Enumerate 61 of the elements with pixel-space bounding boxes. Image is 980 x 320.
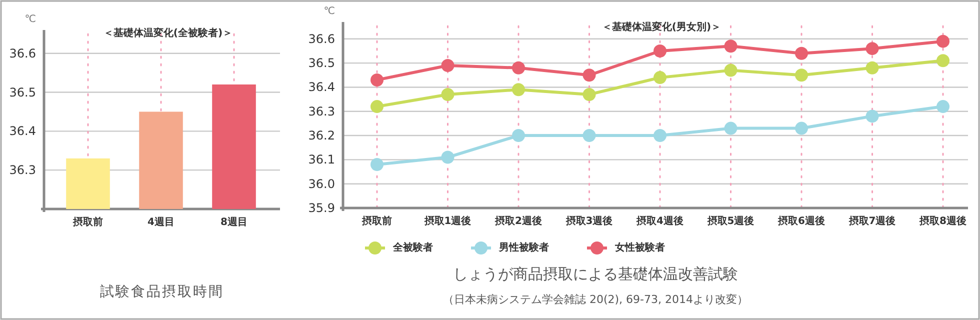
point <box>936 100 950 114</box>
point <box>582 88 596 101</box>
y-tick-label: 36.4 <box>9 124 36 138</box>
legend-label: 男性被験者 <box>498 242 549 254</box>
chart-title: ＜基礎体温変化(全被験者)＞ <box>103 27 233 39</box>
point <box>512 129 525 142</box>
x-tick-label: 摂取前 <box>72 216 103 228</box>
y-tick-label: 36.5 <box>9 85 36 100</box>
x-tick-label: 摂取5週後 <box>706 215 754 227</box>
point <box>866 42 879 56</box>
point <box>370 100 384 114</box>
x-tick-label: 摂取1週後 <box>423 215 472 227</box>
y-axis-title: ℃ <box>324 6 335 17</box>
chart-title: ＜基礎体温変化(男女別)＞ <box>602 21 722 33</box>
point <box>654 44 666 58</box>
legend-label: 全被験者 <box>392 242 433 254</box>
point <box>866 110 879 123</box>
point <box>795 46 808 60</box>
x-tick-label: 摂取4週後 <box>636 215 684 227</box>
x-tick-label: 摂取2週後 <box>494 215 542 227</box>
point <box>724 40 738 53</box>
point <box>512 61 525 74</box>
y-tick-label: 36.4 <box>308 80 335 94</box>
x-tick-label: 8週目 <box>220 216 248 228</box>
point <box>582 129 596 142</box>
point <box>795 122 808 135</box>
point <box>724 64 738 77</box>
point <box>866 61 879 74</box>
x-tick-label: 摂取6週後 <box>777 215 825 227</box>
y-tick-label: 36.6 <box>308 32 335 46</box>
y-tick-label: 36.6 <box>9 46 36 60</box>
text: （日本未病システム学会雑誌 20(2), 69-73, 2014より改変） <box>442 293 748 306</box>
point <box>441 88 454 101</box>
point <box>654 129 666 142</box>
point <box>370 158 384 172</box>
y-axis-title: ℃ <box>24 14 36 25</box>
point <box>724 122 738 135</box>
y-tick-label: 36.1 <box>308 152 335 167</box>
legend-label: 女性被験者 <box>614 242 665 254</box>
x-tick-label: 摂取3週後 <box>564 215 613 227</box>
y-tick-label: 36.0 <box>308 176 335 191</box>
x-tick-label: 4週目 <box>148 216 174 228</box>
point <box>582 68 596 82</box>
x-tick-label: 摂取前 <box>361 215 392 227</box>
point <box>936 34 950 48</box>
y-tick-label: 36.2 <box>308 128 335 143</box>
x-tick-label: 摂取7週後 <box>848 215 896 227</box>
y-tick-label: 36.5 <box>308 56 335 70</box>
point <box>654 71 666 84</box>
point <box>795 68 808 82</box>
y-tick-label: 36.3 <box>308 104 335 118</box>
point <box>441 58 454 72</box>
x-axis-title: 試験食品摂取時間 <box>100 284 224 300</box>
y-tick-label: 35.9 <box>308 201 335 215</box>
point <box>441 150 454 164</box>
point <box>936 54 950 68</box>
point <box>512 83 525 96</box>
x-tick-label: 摂取8週後 <box>918 215 966 227</box>
point <box>370 73 384 86</box>
text: しょうが商品摂取による基礎体温改善試験 <box>453 265 738 283</box>
y-tick-label: 36.3 <box>9 163 36 178</box>
